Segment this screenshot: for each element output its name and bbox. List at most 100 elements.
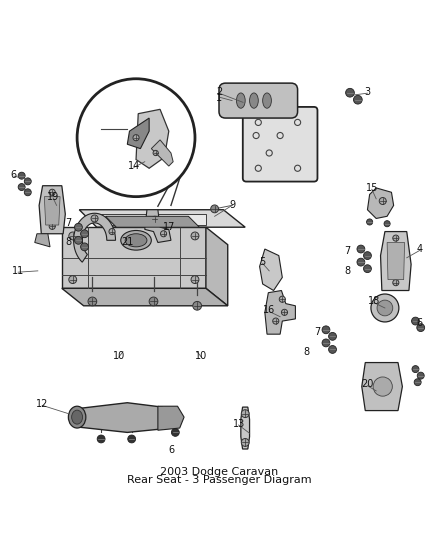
Circle shape (49, 189, 55, 195)
Circle shape (191, 232, 199, 240)
Text: 13: 13 (233, 419, 245, 429)
Circle shape (379, 198, 386, 205)
Circle shape (328, 345, 336, 353)
Circle shape (393, 235, 399, 241)
Text: 20: 20 (361, 379, 374, 390)
Polygon shape (74, 213, 116, 262)
Polygon shape (39, 185, 65, 234)
Circle shape (328, 333, 336, 340)
Polygon shape (387, 243, 405, 280)
Ellipse shape (263, 93, 272, 108)
Circle shape (69, 276, 77, 284)
Circle shape (24, 189, 31, 196)
Polygon shape (77, 403, 166, 432)
Text: Rear Seat - 3 Passenger Diagram: Rear Seat - 3 Passenger Diagram (127, 475, 311, 486)
Text: 1: 1 (216, 93, 222, 103)
Circle shape (346, 88, 354, 97)
Polygon shape (44, 197, 60, 225)
Text: 6: 6 (417, 318, 423, 328)
Polygon shape (260, 249, 283, 290)
Circle shape (81, 243, 88, 251)
Text: 10: 10 (195, 351, 208, 361)
Ellipse shape (72, 410, 82, 424)
Text: 14: 14 (128, 161, 140, 171)
Text: 10: 10 (113, 351, 125, 361)
Circle shape (193, 302, 201, 310)
Circle shape (69, 232, 77, 240)
Text: 11: 11 (12, 266, 24, 276)
Polygon shape (62, 288, 228, 306)
Circle shape (153, 150, 158, 156)
Circle shape (393, 280, 399, 286)
Circle shape (373, 377, 392, 396)
Circle shape (322, 339, 330, 347)
Polygon shape (62, 227, 206, 288)
Circle shape (171, 429, 179, 437)
Circle shape (364, 265, 371, 272)
Polygon shape (362, 362, 403, 410)
Circle shape (412, 317, 420, 325)
Circle shape (97, 435, 105, 443)
Polygon shape (145, 210, 171, 243)
Text: 18: 18 (368, 296, 380, 306)
Text: 5: 5 (260, 257, 266, 267)
Polygon shape (151, 140, 173, 166)
Polygon shape (35, 234, 50, 247)
Circle shape (357, 258, 365, 266)
Polygon shape (127, 118, 149, 149)
Circle shape (91, 215, 98, 222)
Ellipse shape (237, 93, 245, 108)
Ellipse shape (121, 230, 151, 250)
Text: 3: 3 (364, 87, 371, 97)
Circle shape (109, 229, 115, 235)
Circle shape (211, 205, 219, 213)
Circle shape (241, 410, 249, 417)
Circle shape (74, 236, 82, 244)
Text: 19: 19 (47, 192, 59, 201)
Text: 8: 8 (65, 238, 71, 247)
Polygon shape (206, 227, 228, 306)
Circle shape (371, 294, 399, 322)
Text: 7: 7 (314, 327, 320, 337)
Text: 16: 16 (263, 305, 276, 315)
Circle shape (77, 79, 195, 197)
Ellipse shape (125, 234, 147, 247)
Circle shape (24, 178, 31, 185)
Polygon shape (79, 210, 245, 227)
Circle shape (88, 297, 97, 306)
Circle shape (149, 297, 158, 306)
Circle shape (367, 219, 373, 225)
Text: 8: 8 (303, 346, 309, 357)
Circle shape (160, 231, 166, 237)
Circle shape (18, 183, 25, 190)
Circle shape (417, 324, 425, 332)
Text: 6: 6 (11, 170, 17, 180)
Circle shape (49, 223, 55, 229)
Text: 17: 17 (162, 222, 175, 232)
Text: 6: 6 (168, 445, 174, 455)
Circle shape (279, 296, 286, 302)
Circle shape (152, 216, 158, 222)
Circle shape (414, 379, 421, 386)
Circle shape (241, 439, 249, 446)
Circle shape (377, 300, 393, 316)
Polygon shape (158, 406, 184, 430)
Ellipse shape (68, 406, 86, 428)
Text: 12: 12 (36, 399, 48, 409)
Text: 7: 7 (345, 246, 351, 256)
Circle shape (364, 252, 371, 260)
Circle shape (273, 318, 279, 324)
Circle shape (191, 276, 199, 284)
Text: 7: 7 (65, 218, 71, 228)
Polygon shape (381, 231, 411, 290)
Circle shape (353, 95, 362, 104)
Text: 15: 15 (366, 183, 378, 193)
Text: 2003 Dodge Caravan: 2003 Dodge Caravan (160, 467, 278, 477)
Text: 8: 8 (345, 266, 351, 276)
Text: 9: 9 (229, 200, 235, 211)
Circle shape (322, 326, 330, 334)
Circle shape (384, 221, 390, 227)
Text: 21: 21 (121, 238, 134, 247)
Circle shape (133, 135, 139, 141)
Polygon shape (106, 216, 199, 227)
